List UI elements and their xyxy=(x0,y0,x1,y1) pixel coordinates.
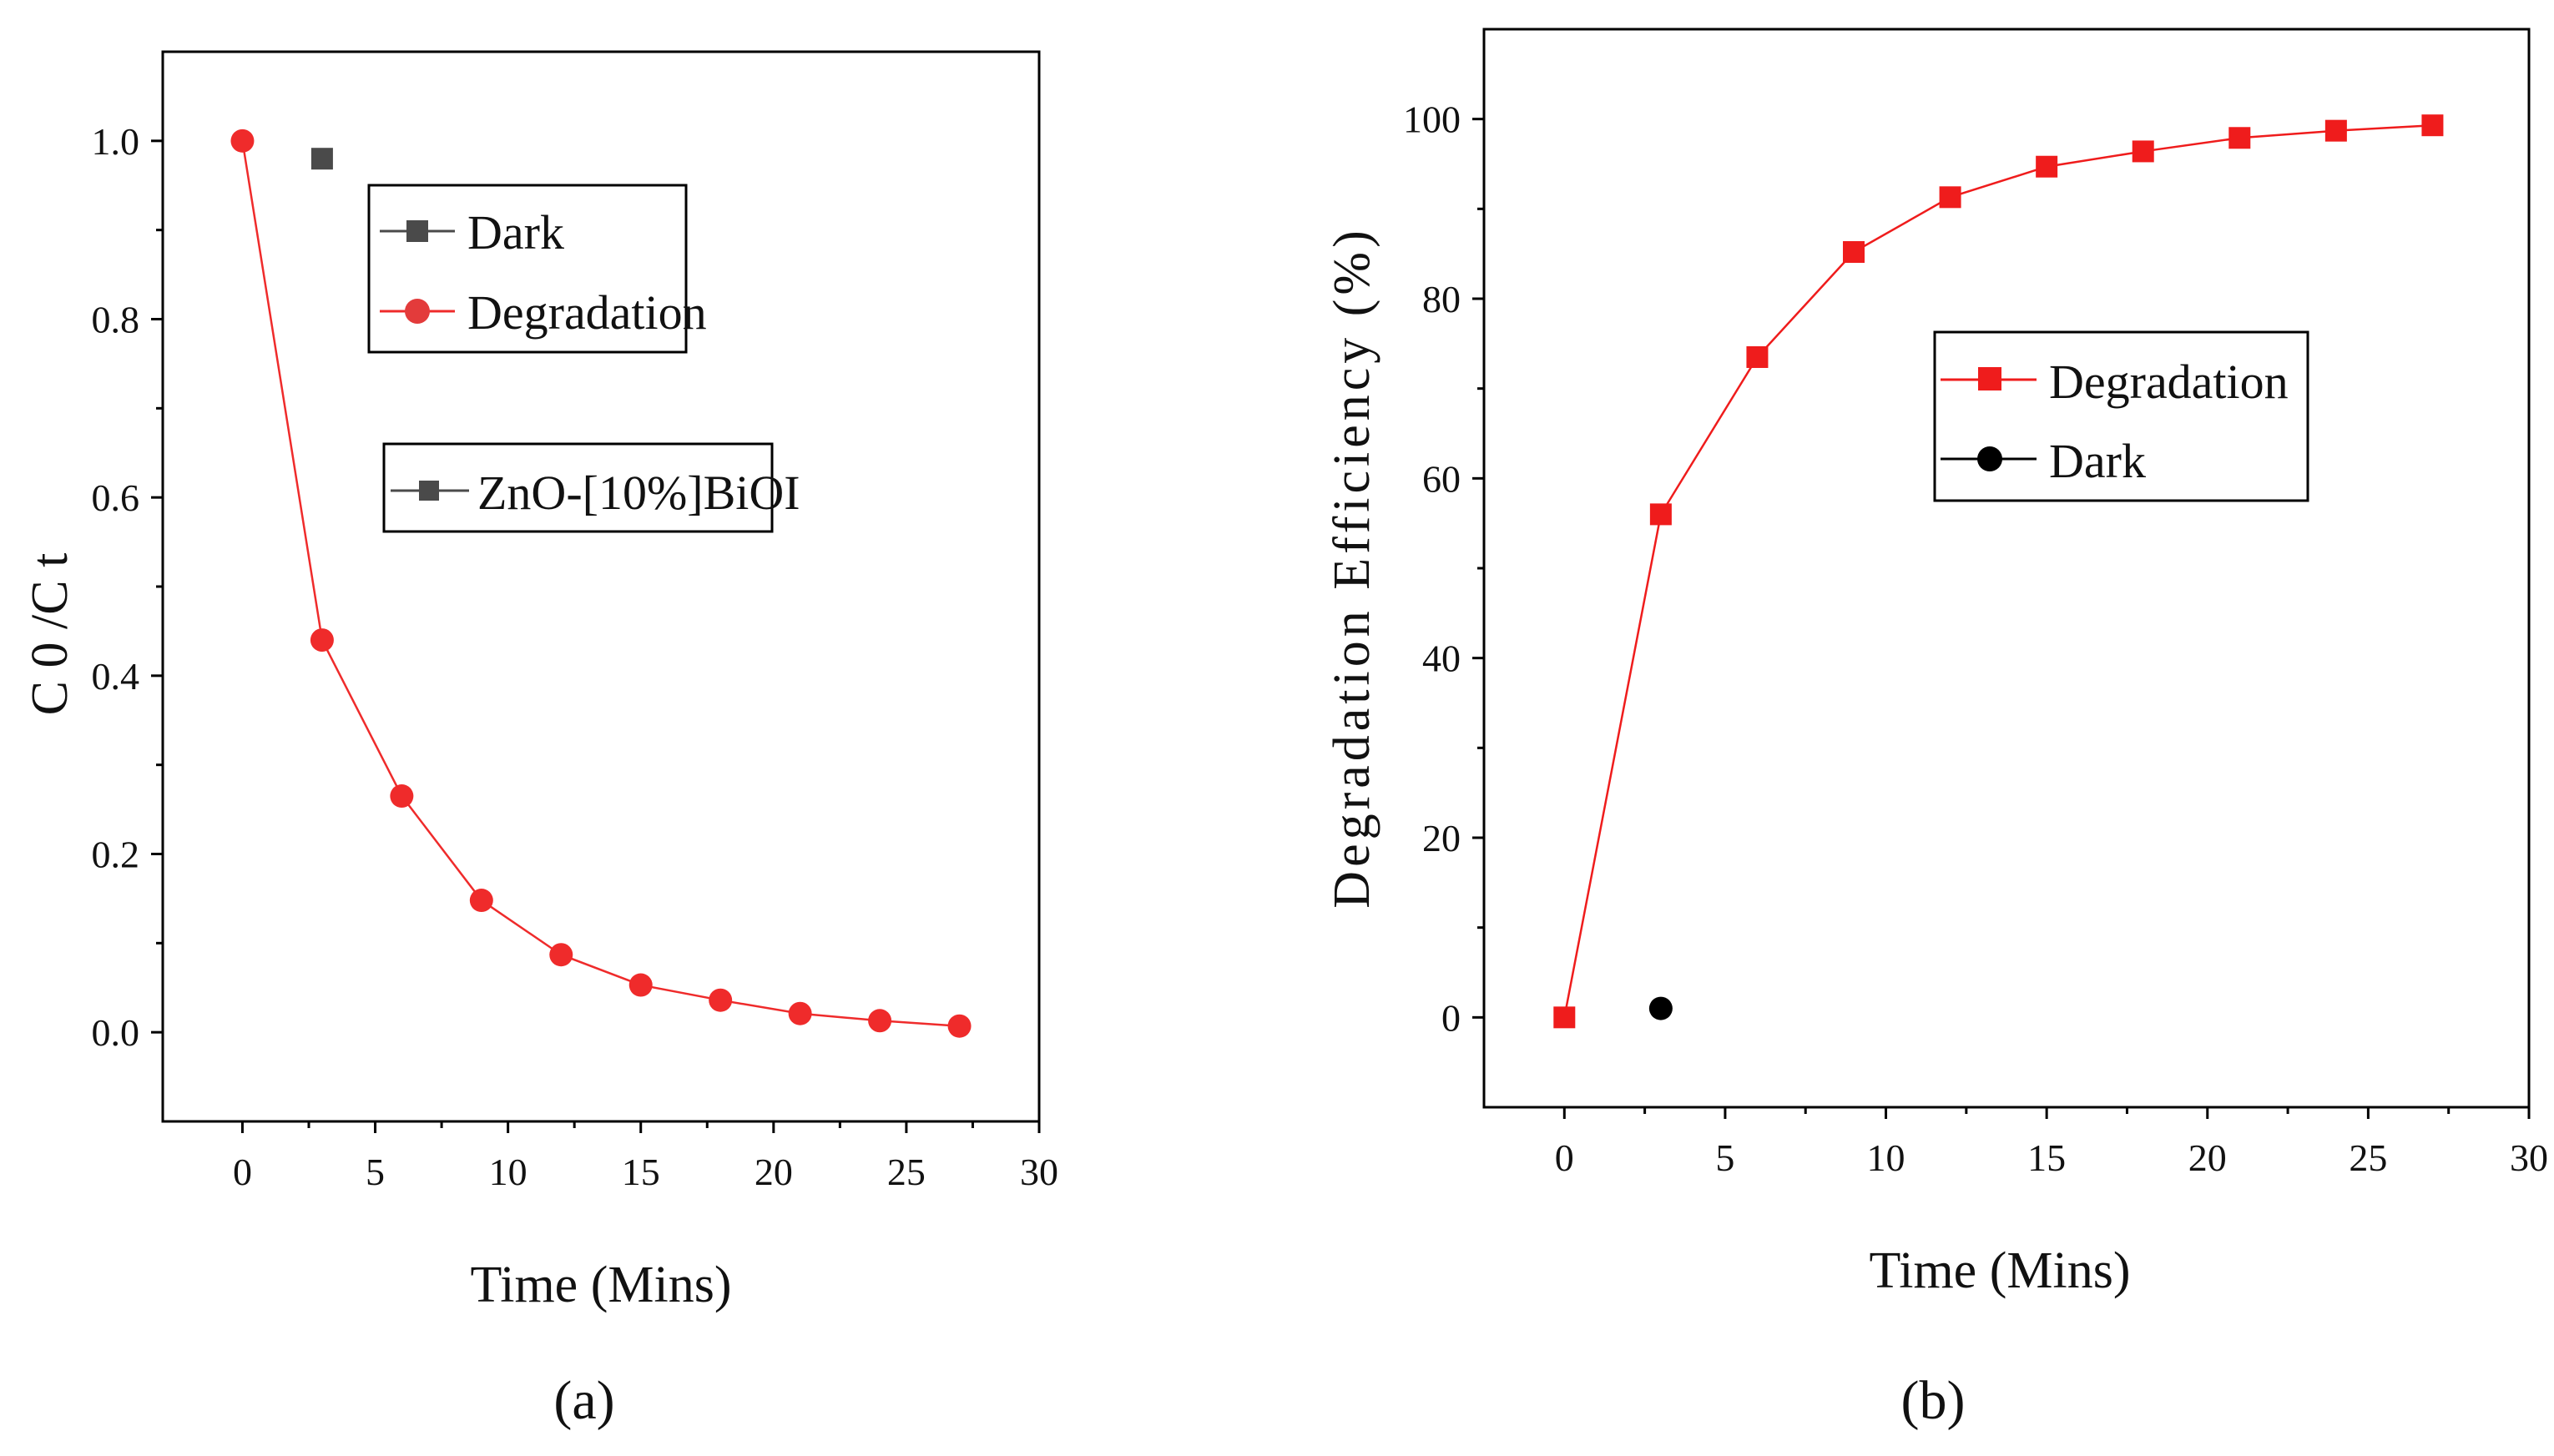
y-tick-label: 0.4 xyxy=(92,655,140,698)
x-tick-label: 10 xyxy=(1867,1136,1905,1179)
y-tick-label: 20 xyxy=(1422,817,1461,859)
y-tick-label: 1.0 xyxy=(92,120,140,163)
data-point-degradation xyxy=(2421,114,2444,137)
y-tick-label: 0.0 xyxy=(92,1011,140,1054)
data-point-degradation xyxy=(2132,140,2154,163)
data-point-degradation xyxy=(230,128,255,153)
data-point-degradation xyxy=(310,628,334,652)
y-tick-label: 0.8 xyxy=(92,299,140,341)
data-point-degradation xyxy=(549,943,573,967)
data-point-degradation xyxy=(1553,1006,1576,1029)
y-tick-label: 80 xyxy=(1422,278,1461,320)
x-tick-label: 15 xyxy=(622,1151,660,1193)
y-tick-label: 0 xyxy=(1441,996,1461,1039)
chart-a-plot xyxy=(230,128,972,1038)
chart-a-legend: Dark Degradation xyxy=(367,184,707,354)
x-tick-label: 5 xyxy=(1715,1136,1734,1179)
y-tick-label: 40 xyxy=(1422,637,1461,680)
x-tick-label: 30 xyxy=(1020,1151,1058,1193)
x-tick-label: 10 xyxy=(489,1151,527,1193)
data-point-degradation xyxy=(2324,119,2347,142)
chart-b-y-axis-title: Degradation Efficiency (%) xyxy=(1324,226,1380,908)
data-point-degradation xyxy=(868,1009,892,1033)
panel-a-label: (a) xyxy=(553,1370,614,1431)
chart-b-ticks: 0 5 10 15 20 25 30 0 20 40 60 80 100 xyxy=(1403,98,2548,1179)
x-tick-label: 0 xyxy=(233,1151,252,1193)
legend-b-degradation-marker xyxy=(1978,367,2001,390)
chart-a-sample-legend-box xyxy=(382,442,774,533)
data-point-degradation xyxy=(1843,241,1865,264)
chart-a-x-axis-title: Time (Mins) xyxy=(471,1257,732,1313)
chart-a-legend-box xyxy=(367,184,688,354)
data-point-degradation xyxy=(469,889,493,913)
data-point-degradation xyxy=(788,1001,812,1025)
chart-b-plot xyxy=(1553,114,2444,1029)
y-tick-label: 0.2 xyxy=(92,834,140,876)
x-tick-label: 20 xyxy=(755,1151,793,1193)
x-tick-label: 0 xyxy=(1555,1136,1574,1179)
chart-a-sample-legend: ZnO-[10%]BiOI xyxy=(382,442,800,533)
data-point-degradation xyxy=(2036,155,2058,178)
x-tick-label: 25 xyxy=(887,1151,926,1193)
legend-a-dark-label: Dark xyxy=(467,205,564,259)
legend-a-sample-label: ZnO-[10%]BiOI xyxy=(477,466,800,520)
chart-b-legend: Degradation Dark xyxy=(1933,330,2309,502)
data-point-degradation xyxy=(1649,503,1672,526)
x-tick-label: 5 xyxy=(366,1151,385,1193)
legend-b-dark-marker xyxy=(1977,446,2002,471)
data-point-degradation xyxy=(628,973,653,997)
x-tick-label: 30 xyxy=(2510,1136,2548,1179)
legend-b-dark-label: Dark xyxy=(2049,434,2146,488)
chart-a: 0 5 10 15 20 25 30 0.0 0.2 0.4 0.6 0.8 1.0 Time (Min… xyxy=(22,50,1059,1313)
data-point-degradation xyxy=(1939,186,1961,209)
legend-a-degradation-label: Degradation xyxy=(467,285,707,340)
series-line-degradation xyxy=(241,140,960,1027)
chart-a-ticks: 0 5 10 15 20 25 30 0.0 0.2 0.4 0.6 0.8 1.0 xyxy=(92,120,1059,1193)
chart-b-x-axis-title: Time (Mins) xyxy=(1870,1242,2131,1299)
legend-b-degradation-label: Degradation xyxy=(2049,355,2289,409)
data-point-dark xyxy=(1648,996,1673,1020)
legend-a-dark-marker xyxy=(406,220,428,242)
data-point-degradation xyxy=(390,784,414,809)
y-tick-label: 60 xyxy=(1422,457,1461,500)
chart-b-frame xyxy=(1482,28,2531,1109)
x-tick-label: 20 xyxy=(2188,1136,2227,1179)
y-tick-label: 100 xyxy=(1403,98,1461,141)
legend-a-sample-marker xyxy=(419,481,439,501)
x-tick-label: 25 xyxy=(2349,1136,2387,1179)
panel-b-label: (b) xyxy=(1901,1370,1966,1431)
series-line-degradation xyxy=(1563,123,2433,1018)
data-point-degradation xyxy=(709,988,733,1012)
chart-b-legend-box xyxy=(1933,330,2309,502)
chart-b: 0 5 10 15 20 25 30 0 20 40 60 80 100 Time (Mins) Deg… xyxy=(1324,28,2548,1299)
data-point-dark xyxy=(310,148,333,170)
data-point-degradation xyxy=(2228,127,2251,149)
legend-a-degradation-marker xyxy=(405,299,430,324)
chart-a-y-axis-title: C 0 /C t xyxy=(22,553,78,716)
data-point-degradation xyxy=(1746,345,1769,368)
x-tick-label: 15 xyxy=(2027,1136,2066,1179)
data-point-degradation xyxy=(947,1014,972,1038)
y-tick-label: 0.6 xyxy=(92,476,140,519)
